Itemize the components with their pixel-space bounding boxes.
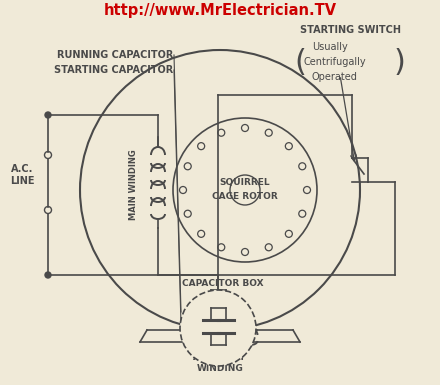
Circle shape [180,290,256,366]
Text: STARTING CAPACITOR: STARTING CAPACITOR [54,65,173,75]
Text: RUNNING CAPACITOR: RUNNING CAPACITOR [57,50,173,60]
Circle shape [45,112,51,118]
Text: CAGE ROTOR: CAGE ROTOR [212,191,278,201]
Text: STARTING SWITCH: STARTING SWITCH [300,25,401,35]
Circle shape [45,272,51,278]
Text: SQUIRREL: SQUIRREL [220,177,270,186]
Text: ): ) [394,47,406,77]
Text: http://www.MrElectrician.TV: http://www.MrElectrician.TV [103,2,337,17]
Text: AUXILIARY
WINDING: AUXILIARY WINDING [193,353,247,373]
Text: Centrifugally: Centrifugally [304,57,367,67]
Text: MAIN WINDING: MAIN WINDING [128,150,138,220]
Text: A.C.
LINE: A.C. LINE [10,164,34,186]
Text: (: ( [294,47,306,77]
Text: CAPACITOR BOX: CAPACITOR BOX [182,280,264,288]
Text: Usually: Usually [312,42,348,52]
Text: Operated: Operated [312,72,358,82]
